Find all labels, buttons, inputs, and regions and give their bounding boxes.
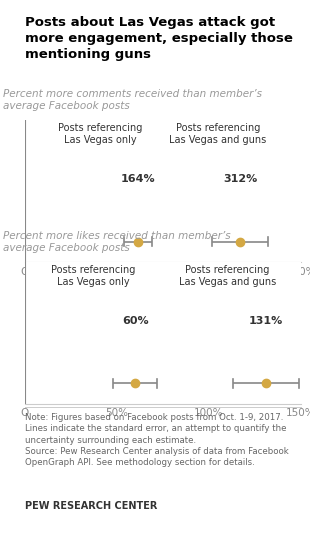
Text: Posts referencing
Las Vegas and guns: Posts referencing Las Vegas and guns xyxy=(169,123,267,146)
Text: Posts referencing
Las Vegas and guns: Posts referencing Las Vegas and guns xyxy=(179,265,276,287)
Text: Percent more comments received than member’s
average Facebook posts: Percent more comments received than memb… xyxy=(3,89,262,111)
Text: Posts referencing
Las Vegas only: Posts referencing Las Vegas only xyxy=(59,123,143,146)
Text: Posts about Las Vegas attack got
more engagement, especially those
mentioning gu: Posts about Las Vegas attack got more en… xyxy=(25,16,293,61)
Text: 312%: 312% xyxy=(223,174,257,184)
Text: Posts referencing
Las Vegas only: Posts referencing Las Vegas only xyxy=(51,265,135,287)
Text: 164%: 164% xyxy=(121,174,155,184)
Text: Percent more likes received than member’s
average Facebook posts: Percent more likes received than member’… xyxy=(3,231,230,253)
Text: 60%: 60% xyxy=(122,316,148,326)
Text: Note: Figures based on Facebook posts from Oct. 1-9, 2017.
Lines indicate the st: Note: Figures based on Facebook posts fr… xyxy=(25,413,289,467)
Text: 131%: 131% xyxy=(249,316,283,326)
Text: PEW RESEARCH CENTER: PEW RESEARCH CENTER xyxy=(25,502,157,511)
